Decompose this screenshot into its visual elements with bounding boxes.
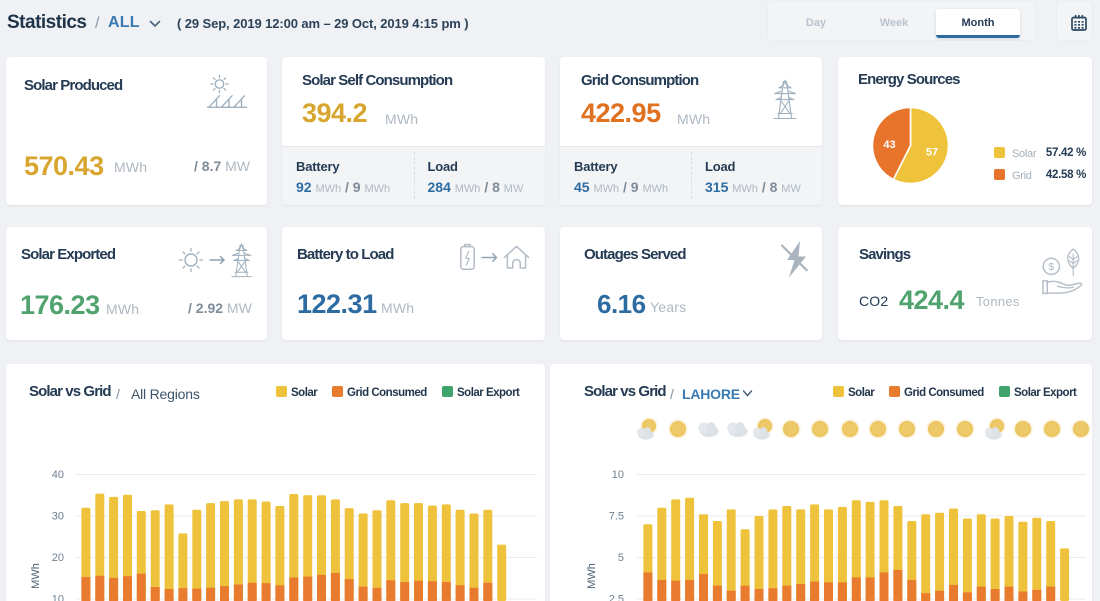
svg-text:10: 10 (612, 469, 624, 481)
svg-text:5: 5 (618, 552, 624, 564)
svg-text:MWh: MWh (586, 563, 598, 589)
svg-text:2.5: 2.5 (609, 594, 624, 601)
svg-text:10: 10 (52, 594, 64, 601)
svg-text:40: 40 (52, 469, 64, 481)
svg-text:30: 30 (52, 511, 64, 523)
svg-text:7.5: 7.5 (609, 511, 624, 523)
svg-text:MWh: MWh (30, 563, 42, 589)
svg-text:20: 20 (52, 552, 64, 564)
svg-text:$: $ (1048, 261, 1054, 273)
svg-text:43: 43 (883, 139, 895, 151)
svg-text:57: 57 (926, 147, 938, 159)
